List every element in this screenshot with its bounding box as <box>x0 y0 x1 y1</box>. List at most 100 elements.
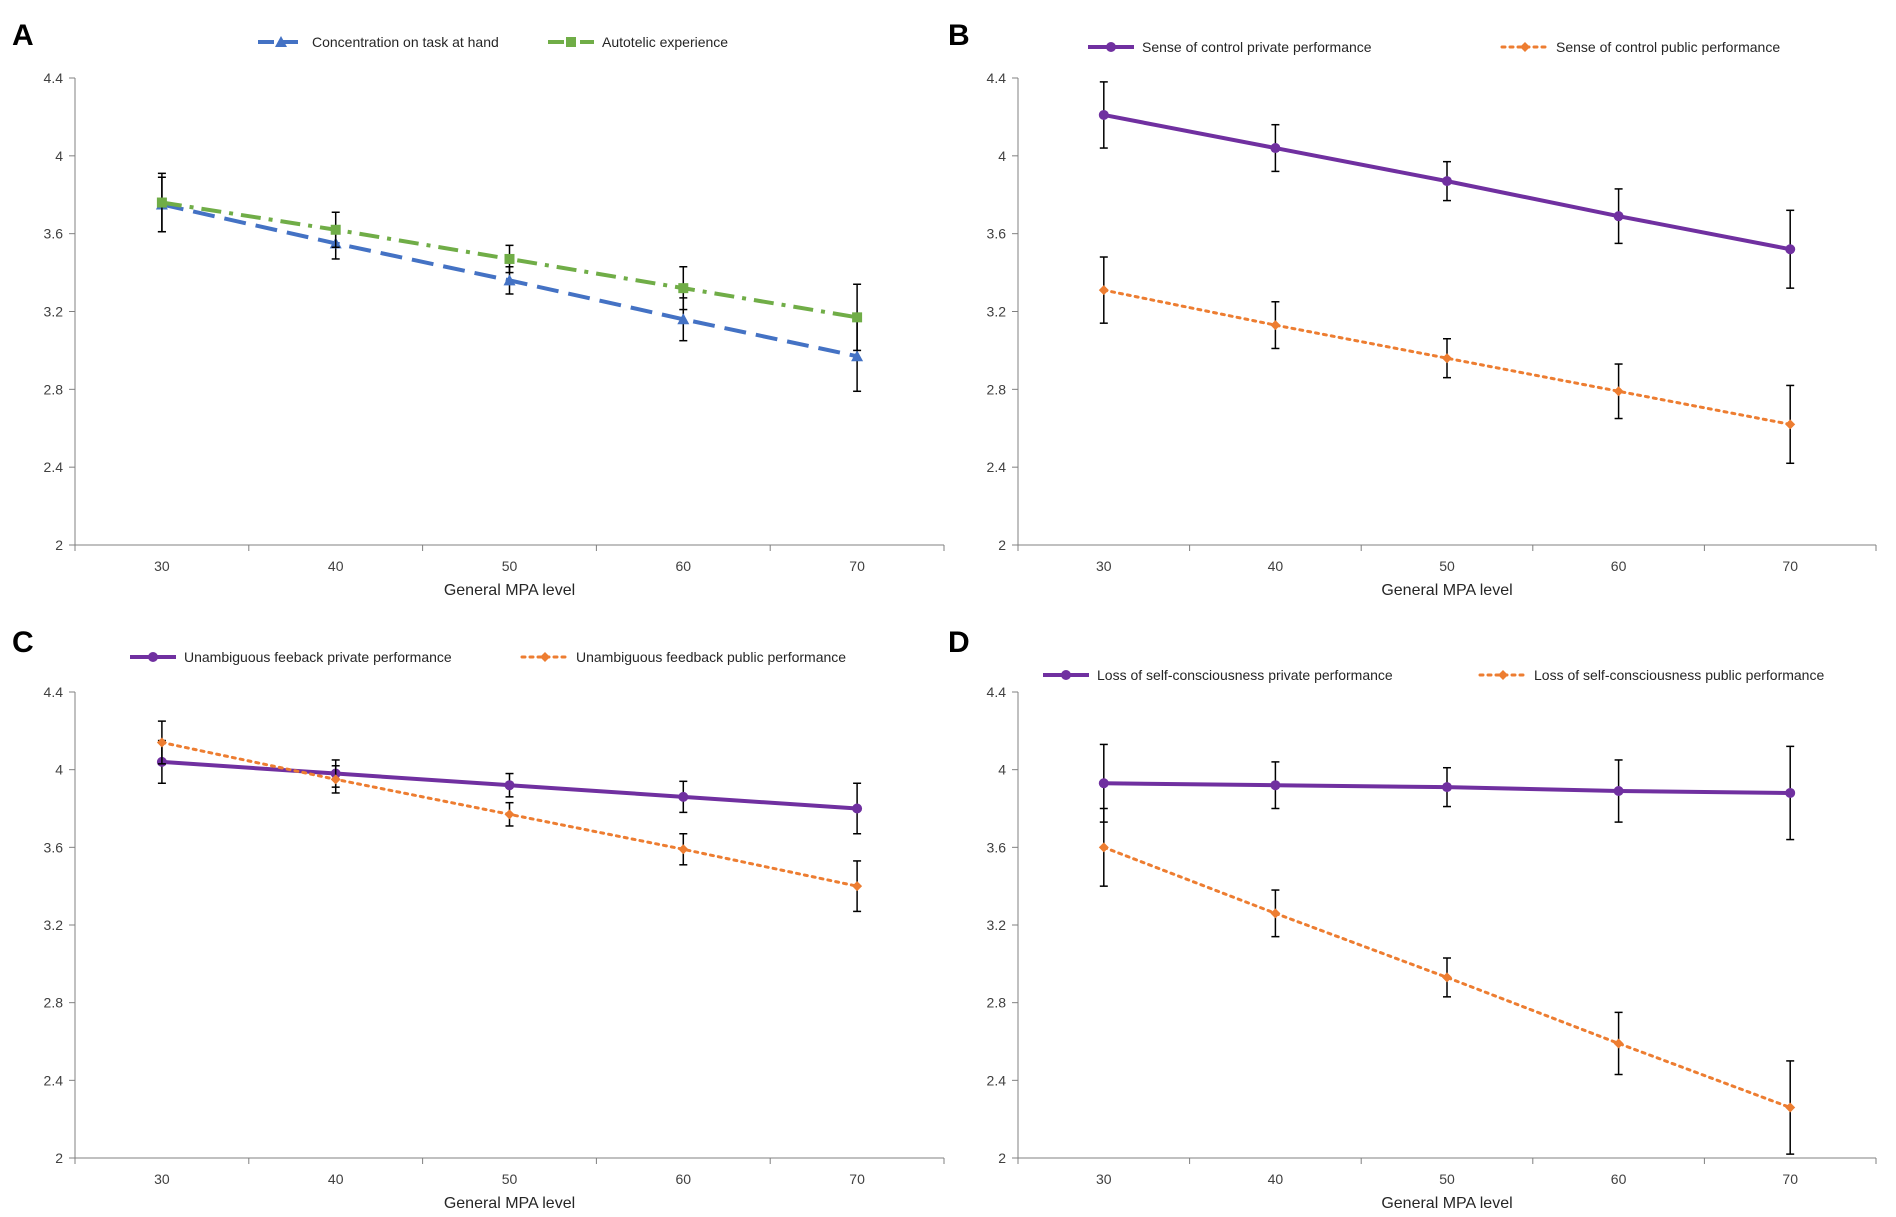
y-tick-label: 4.4 <box>44 70 64 86</box>
panel-letter: A <box>12 19 34 52</box>
series-1 <box>1098 81 1796 289</box>
data-point <box>330 224 341 235</box>
x-tick-label: 70 <box>849 1171 865 1187</box>
y-tick-label: 2.8 <box>44 995 64 1011</box>
data-point <box>678 791 689 802</box>
legend-label: Loss of self-consciousness private perfo… <box>1097 667 1393 683</box>
series-line <box>1102 288 1792 426</box>
x-axis-label: General MPA level <box>1381 582 1512 599</box>
data-point <box>1098 778 1109 789</box>
y-tick-label: 3.2 <box>44 917 64 933</box>
data-point <box>1098 285 1109 296</box>
legend-marker <box>1061 670 1071 680</box>
data-point <box>678 844 689 855</box>
legend-label: Loss of self-consciousness public perfor… <box>1534 667 1824 683</box>
panel-letter: C <box>12 626 34 659</box>
y-tick-label: 4 <box>998 148 1006 164</box>
data-point <box>678 283 689 294</box>
data-point <box>851 350 864 362</box>
data-point <box>504 253 515 264</box>
x-tick-label: 50 <box>502 1171 518 1187</box>
y-tick-label: 2 <box>55 1150 63 1166</box>
data-point <box>1098 109 1109 120</box>
data-point <box>1785 419 1796 430</box>
series-2 <box>1098 256 1796 465</box>
data-point <box>1270 143 1281 154</box>
data-point <box>1442 353 1452 364</box>
x-tick-label: 60 <box>676 558 692 574</box>
data-point <box>1785 787 1796 798</box>
legend-label: Concentration on task at hand <box>312 34 499 50</box>
legend-label: Sense of control private performance <box>1142 39 1372 55</box>
data-point <box>1098 842 1109 853</box>
legend-marker <box>566 37 576 47</box>
data-point <box>852 312 863 323</box>
panel-letter: B <box>948 19 970 52</box>
panel-d: D 2 2.4 2.8 3.2 3.6 4 4.4 30 40 50 60 70 General MPA … <box>948 626 1877 1212</box>
x-tick-label: 50 <box>1439 558 1455 574</box>
y-tick-label: 2.4 <box>44 459 64 475</box>
data-point <box>1442 782 1452 793</box>
legend-entry: Autotelic experience <box>548 34 728 50</box>
y-tick-label: 2 <box>55 537 63 553</box>
legend-label: Unambiguous feedback public performance <box>576 649 846 665</box>
x-tick-label: 50 <box>502 558 518 574</box>
x-tick-label: 40 <box>1268 558 1284 574</box>
legend-entry: Concentration on task at hand <box>258 34 499 50</box>
data-point <box>1442 972 1452 983</box>
x-tick-label: 40 <box>328 558 344 574</box>
x-tick-label: 40 <box>328 1171 344 1187</box>
x-tick-label: 50 <box>1439 1171 1455 1187</box>
legend-marker <box>540 652 550 662</box>
x-axis-label: General MPA level <box>1381 1195 1512 1212</box>
x-tick-label: 70 <box>1782 1171 1798 1187</box>
x-tick-label: 60 <box>1611 558 1627 574</box>
y-tick-label: 3.2 <box>987 304 1007 320</box>
x-tick-label: 70 <box>1782 558 1798 574</box>
x-axis-label: General MPA level <box>444 1195 575 1212</box>
series-1 <box>155 176 864 393</box>
data-point <box>852 803 863 814</box>
y-tick-label: 2.4 <box>44 1072 64 1088</box>
data-point <box>1785 244 1796 255</box>
panel-letter: D <box>948 626 970 659</box>
data-point <box>677 313 690 325</box>
y-tick-label: 3.6 <box>987 839 1007 855</box>
legend-entry: Loss of self-consciousness public perfor… <box>1478 667 1824 683</box>
data-point <box>1270 908 1281 919</box>
data-point <box>503 274 516 286</box>
y-tick-label: 2.8 <box>44 381 64 397</box>
legend-marker <box>1106 42 1116 52</box>
panel-a: A 2 2.4 2.8 3.2 3.6 4 4.4 30 40 50 60 70 General MPA … <box>12 19 945 599</box>
y-tick-label: 4.4 <box>987 70 1007 86</box>
x-tick-label: 30 <box>1096 558 1112 574</box>
data-point <box>156 197 167 208</box>
data-point <box>156 737 167 748</box>
y-tick-label: 3.2 <box>44 304 64 320</box>
panel-c: C 2 2.4 2.8 3.2 3.6 4 4.4 30 40 50 60 70 General MPA … <box>12 626 945 1212</box>
legend-entry: Sense of control private performance <box>1088 39 1372 55</box>
data-point <box>1442 176 1452 187</box>
x-tick-label: 60 <box>676 1171 692 1187</box>
y-tick-label: 4 <box>55 148 63 164</box>
legend-marker <box>275 36 287 47</box>
legend-entry: Unambiguous feeback private performance <box>130 649 452 665</box>
x-tick-label: 30 <box>1096 1171 1112 1187</box>
data-point <box>1613 786 1624 797</box>
data-point <box>504 809 515 820</box>
series-2 <box>1098 807 1796 1155</box>
x-tick-label: 70 <box>849 558 865 574</box>
data-point <box>1270 320 1281 331</box>
legend-label: Unambiguous feeback private performance <box>184 649 452 665</box>
x-tick-label: 30 <box>154 1171 170 1187</box>
y-tick-label: 4 <box>998 762 1006 778</box>
panel-b: B 2 2.4 2.8 3.2 3.6 4 4.4 30 40 50 60 70 General MPA … <box>948 19 1877 599</box>
x-tick-label: 60 <box>1611 1171 1627 1187</box>
x-tick-label: 40 <box>1268 1171 1284 1187</box>
y-tick-label: 2.8 <box>987 381 1007 397</box>
legend-entry: Unambiguous feedback public performance <box>520 649 846 665</box>
y-tick-label: 4.4 <box>44 684 64 700</box>
legend-marker <box>1520 42 1530 52</box>
y-tick-label: 3.6 <box>44 226 64 242</box>
legend-entry: Sense of control public performance <box>1500 39 1780 55</box>
